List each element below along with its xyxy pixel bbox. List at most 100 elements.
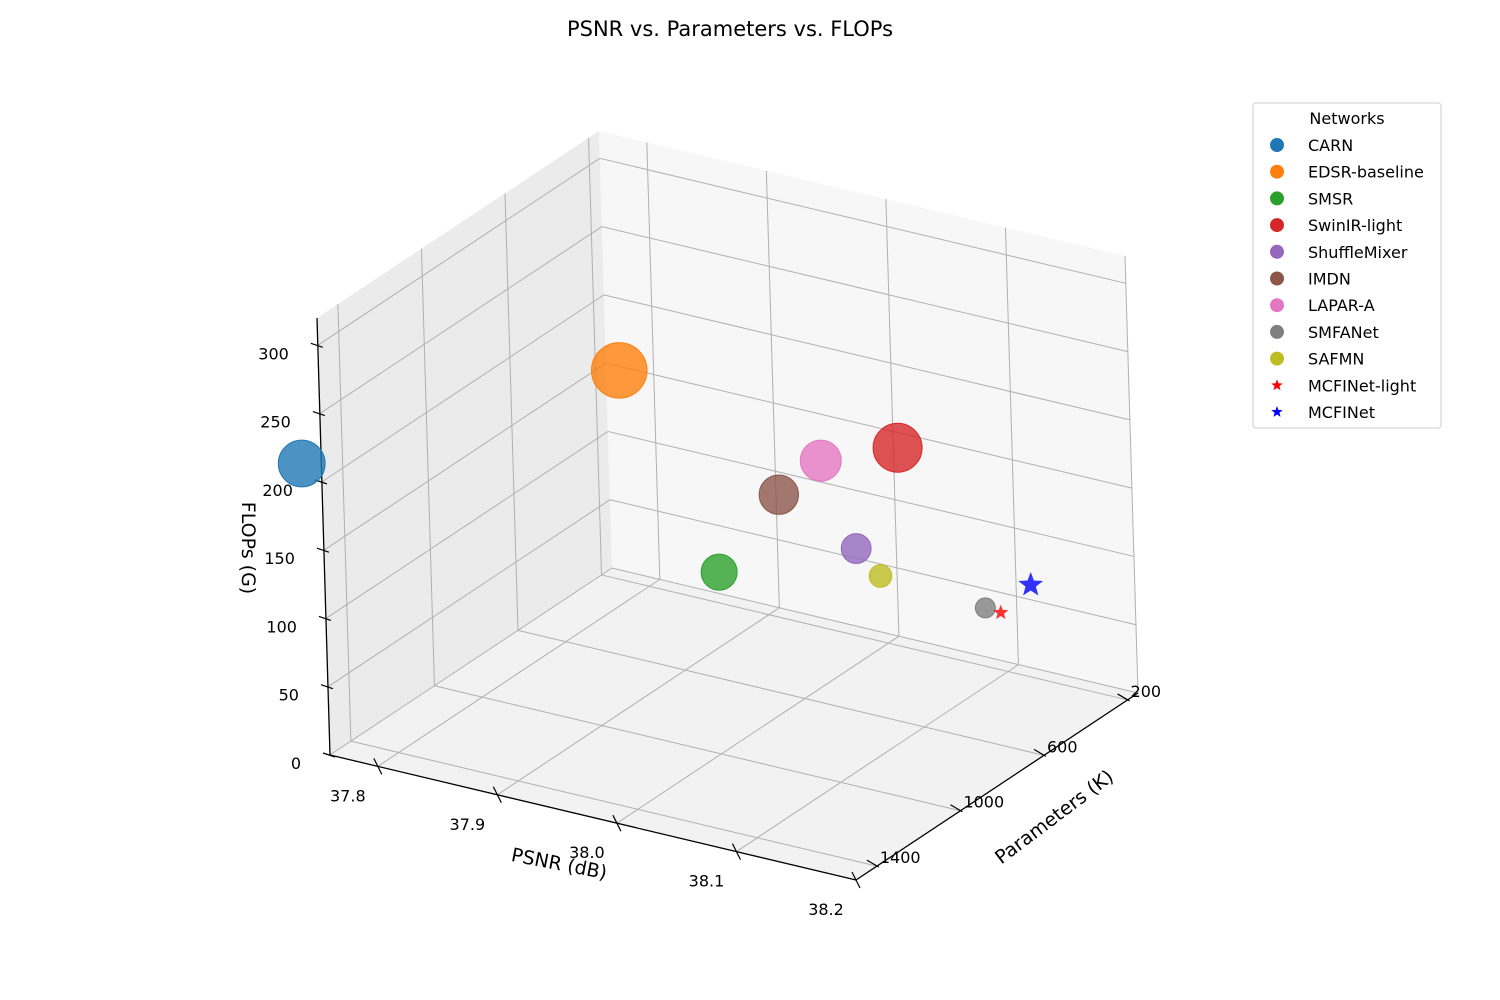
axes-panes: [317, 131, 1138, 880]
x-tick-label: 38.1: [689, 872, 725, 891]
x-tick-label: 38.0: [569, 843, 605, 862]
gridline-y-floor: [517, 629, 1045, 756]
back-pane: [599, 131, 1138, 693]
gridline-x-floor: [377, 578, 661, 767]
z-tick-label: 100: [266, 617, 297, 636]
y-axis-line: [855, 692, 1139, 881]
point-mcfinet: [1018, 571, 1044, 596]
point-smsr: [700, 553, 738, 591]
x-tick-mark: [612, 814, 622, 832]
gridline-z-left: [325, 431, 609, 619]
gridline-z-back: [609, 499, 1137, 626]
gridline-z-left: [327, 499, 611, 688]
z-axis-line: [316, 317, 331, 756]
legend-marker-mcfinet: [1271, 406, 1283, 417]
legend-marker-mcfinet-light: [1271, 379, 1283, 391]
gridline-z-left: [323, 362, 607, 551]
z-tick-mark: [316, 547, 330, 553]
y-tick-label: 1000: [963, 793, 1004, 812]
gridline-y-floor: [601, 574, 1128, 701]
legend-label-smsr: SMSR: [1308, 189, 1353, 208]
legend-label-swinir-light: SwinIR-light: [1308, 216, 1402, 235]
gridline-z-back: [599, 157, 1126, 284]
y-tick-mark: [950, 804, 963, 813]
y-tick-label: 600: [1047, 737, 1078, 756]
legend-box: [1252, 102, 1442, 429]
z-tick-label: 300: [258, 344, 289, 363]
gridline-z-back: [611, 567, 1139, 694]
gridline-z-back: [603, 294, 1130, 421]
gridline-z-left: [329, 567, 613, 756]
y-tick-mark: [1033, 748, 1047, 757]
gridline-x-back: [1124, 255, 1139, 694]
tick-marks: 37.8 37.9 38.0 38.1 38.2 200 600 1000 1400 0 50 100…: [258, 342, 1161, 919]
point-mcfinet-light: [993, 604, 1009, 620]
legend-label-mcfinet: MCFINet: [1308, 403, 1375, 422]
legend-label-carn: CARN: [1308, 136, 1353, 155]
gridline-x-floor: [497, 607, 780, 796]
legend-marker-shufflemixer: [1270, 244, 1284, 259]
z-tick-mark: [320, 684, 334, 690]
legend-marker-smfanet: [1270, 324, 1284, 339]
gridline-z-left: [319, 226, 603, 415]
point-swinir-light: [872, 422, 923, 473]
z-tick-label: 200: [262, 481, 293, 500]
gridline-y-left: [337, 304, 352, 742]
legend-label-safmn: SAFMN: [1308, 350, 1364, 369]
x-tick-mark: [851, 871, 861, 889]
legend-label-shufflemixer: ShuffleMixer: [1308, 243, 1408, 262]
x-tick-mark: [492, 786, 502, 804]
gridline-x-back: [1004, 227, 1019, 665]
gridline-z-left: [321, 294, 605, 483]
axis-lines: [316, 317, 1139, 881]
legend-label-mcfinet-light: MCFINet-light: [1308, 376, 1416, 395]
gridline-z-back: [601, 226, 1128, 353]
gridline-y-floor: [434, 685, 961, 812]
z-tick-mark: [322, 752, 336, 758]
legend-label-imdn: IMDN: [1308, 270, 1351, 289]
gridline-x-back: [646, 142, 661, 580]
gridline-x-back: [765, 170, 780, 608]
z-tick-mark: [318, 615, 332, 622]
point-smfanet: [974, 597, 996, 619]
legend-marker-safmn: [1270, 351, 1284, 366]
legend-marker-edsr-baseline: [1270, 164, 1284, 179]
y-axis-label: Parameters (K): [991, 766, 1118, 869]
z-tick-label: 0: [291, 754, 301, 773]
y-tick-label: 1400: [880, 848, 921, 867]
point-safmn: [868, 564, 893, 588]
x-tick-mark: [373, 758, 383, 775]
x-tick-label: 37.9: [450, 815, 486, 834]
x-tick-label: 38.2: [808, 900, 844, 919]
y-tick-mark: [866, 859, 880, 868]
gridline-x-floor: [736, 664, 1019, 853]
legend-marker-imdn: [1270, 271, 1284, 286]
gridline-y-left: [420, 248, 435, 686]
z-tick-label: 250: [260, 413, 291, 432]
legend-marker-carn: [1270, 138, 1284, 152]
gridline-y-left: [504, 193, 519, 631]
gridline-z-back: [605, 362, 1133, 489]
chart-title: PSNR vs. Parameters vs. FLOPs: [567, 17, 893, 41]
legend: Networks CARN EDSR-baseline SMSR SwinIR-lig…: [1252, 102, 1442, 429]
legend-label-smfanet: SMFANet: [1308, 323, 1379, 342]
z-axis-label: FLOPs (G): [237, 502, 259, 594]
point-lapar-a: [799, 439, 842, 482]
point-shufflemixer: [840, 533, 872, 564]
x-axis-line: [329, 754, 857, 881]
legend-title: Networks: [1309, 109, 1384, 128]
z-tick-label: 50: [279, 686, 299, 705]
z-tick-mark: [310, 342, 324, 348]
y-tick-mark: [1117, 693, 1130, 702]
z-tick-label: 150: [264, 549, 295, 568]
legend-marker-smsr: [1270, 191, 1284, 206]
gridline-z-left: [317, 157, 601, 346]
x-tick-label: 37.8: [330, 786, 366, 805]
legend-label-lapar-a: LAPAR-A: [1308, 296, 1375, 315]
gridline-y-floor: [350, 740, 878, 867]
legend-items: CARN EDSR-baseline SMSR SwinIR-light Shuffle…: [1270, 136, 1424, 422]
legend-marker-lapar-a: [1270, 298, 1284, 313]
legend-label-edsr-baseline: EDSR-baseline: [1308, 163, 1424, 182]
point-carn: [277, 439, 326, 488]
